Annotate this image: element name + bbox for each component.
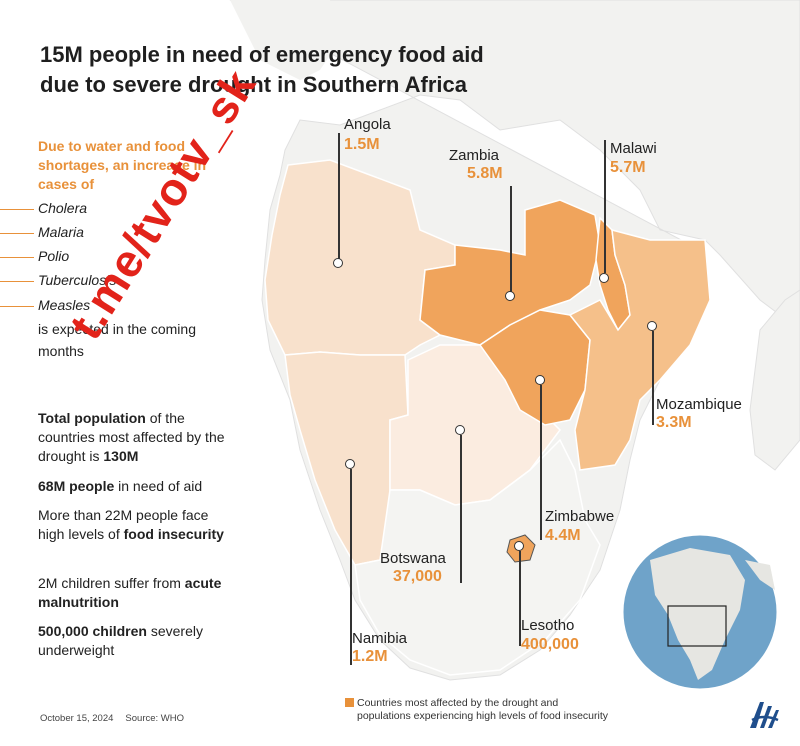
stat-text: of the countries most affected by the dr… bbox=[38, 410, 225, 464]
label-mozambique: Mozambique bbox=[656, 396, 742, 413]
value-mozambique: 3.3M bbox=[656, 414, 692, 431]
leader-line bbox=[350, 469, 352, 665]
stat-food-insecurity: More than 22M people face high levels of… bbox=[38, 506, 238, 544]
disease-item: Polio bbox=[38, 248, 70, 264]
leader-line bbox=[510, 186, 512, 292]
value-zimbabwe: 4.4M bbox=[545, 527, 581, 544]
aa-agency-logo-icon bbox=[750, 702, 779, 728]
legend-swatch bbox=[345, 698, 354, 707]
footer-source: Source: WHO bbox=[125, 713, 185, 724]
disease-item: Malaria bbox=[38, 224, 84, 240]
madagascar bbox=[749, 289, 800, 471]
value-zambia: 5.8M bbox=[467, 165, 503, 182]
value-lesotho: 400,000 bbox=[521, 636, 579, 653]
stat-bold: 68M people bbox=[38, 478, 115, 494]
marker-dot bbox=[345, 459, 355, 469]
stat-malnutrition: 2M children suffer from acute malnutriti… bbox=[38, 574, 238, 612]
marker-dot bbox=[647, 321, 657, 331]
value-namibia: 1.2M bbox=[352, 648, 388, 665]
disease-item: Cholera bbox=[38, 200, 88, 216]
label-zimbabwe: Zimbabwe bbox=[545, 508, 615, 525]
leader-line bbox=[540, 385, 542, 540]
disease-item: Measles bbox=[38, 297, 91, 313]
label-malawi: Malawi bbox=[610, 140, 657, 157]
leader-line bbox=[460, 435, 462, 583]
label-angola: Angola bbox=[344, 116, 391, 133]
region-angola bbox=[264, 159, 456, 356]
legend: Countries most affected by the drought a… bbox=[345, 697, 608, 723]
stat-people-in-need: 68M people in need of aid bbox=[38, 477, 238, 496]
marker-dot bbox=[535, 375, 545, 385]
legend-line-2: populations experiencing high levels of … bbox=[357, 710, 608, 722]
label-zambia: Zambia bbox=[449, 147, 500, 164]
disease-marker bbox=[0, 281, 34, 282]
label-namibia: Namibia bbox=[352, 630, 408, 647]
value-botswana: 37,000 bbox=[393, 568, 442, 585]
disease-marker bbox=[0, 209, 34, 210]
disease-marker bbox=[0, 306, 34, 307]
stat-text: 2M children suffer from bbox=[38, 575, 185, 591]
label-botswana: Botswana bbox=[380, 550, 446, 567]
page-title: 15M people in need of emergency food aid… bbox=[40, 40, 560, 100]
stat-bold: Total population bbox=[38, 410, 146, 426]
footer-date: October 15, 2024 bbox=[40, 713, 114, 724]
region-south-africa bbox=[354, 438, 601, 676]
value-angola: 1.5M bbox=[344, 136, 380, 153]
stat-text: severely underweight bbox=[38, 623, 203, 658]
value-malawi: 5.7M bbox=[610, 159, 646, 176]
title-line-1: 15M people in need of emergency food aid bbox=[40, 42, 484, 67]
marker-dot bbox=[505, 291, 515, 301]
title-line-2: due to severe drought in Southern Africa bbox=[40, 72, 468, 97]
footer: October 15, 2024 Source: WHO bbox=[40, 713, 196, 724]
legend-line-1: Countries most affected by the drought a… bbox=[357, 697, 559, 709]
expected-text: is expected in the coming months bbox=[38, 321, 196, 359]
label-lesotho: Lesotho bbox=[521, 617, 575, 634]
marker-dot bbox=[514, 541, 524, 551]
leader-line bbox=[338, 133, 340, 260]
stat-underweight: 500,000 children severely underweight bbox=[38, 622, 238, 660]
marker-dot bbox=[599, 273, 609, 283]
marker-dot bbox=[333, 258, 343, 268]
intro-text: Due to water and food shortages, an incr… bbox=[38, 138, 207, 192]
leader-line bbox=[519, 551, 521, 646]
disease-item: Tuberculosis bbox=[38, 272, 117, 288]
stat-text: in need of aid bbox=[114, 478, 203, 494]
stat-text: More than 22M people face high levels of bbox=[38, 507, 209, 542]
globe-inset bbox=[620, 532, 780, 692]
leader-line bbox=[604, 140, 606, 273]
disease-marker bbox=[0, 233, 34, 234]
stat-bold: 500,000 children bbox=[38, 623, 147, 639]
marker-dot bbox=[455, 425, 465, 435]
stat-total-population: Total population of the countries most a… bbox=[38, 409, 238, 466]
leader-line bbox=[652, 331, 654, 425]
region-mozambique bbox=[568, 228, 711, 471]
disease-marker bbox=[0, 257, 34, 258]
stat-bold: 130M bbox=[103, 448, 139, 464]
stat-bold: food insecurity bbox=[123, 526, 224, 542]
stat-bold: acute malnutrition bbox=[38, 575, 222, 610]
land-north bbox=[230, 0, 340, 80]
